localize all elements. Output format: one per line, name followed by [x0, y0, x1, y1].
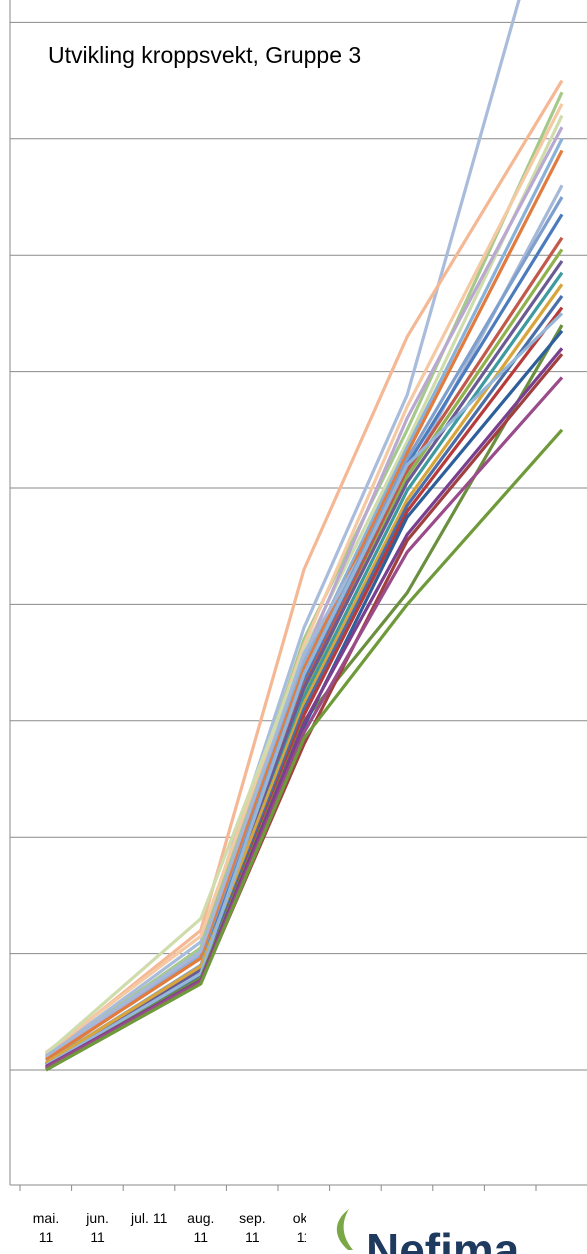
series-line-14 — [45, 260, 564, 1066]
logo-leaf — [336, 1209, 353, 1250]
series-line-19 — [45, 312, 564, 1067]
series-line-8 — [45, 149, 564, 1061]
series-line-16 — [45, 283, 564, 1065]
x-tick-label: 11 — [90, 1229, 105, 1245]
series-line-6 — [45, 126, 564, 1060]
series-line-4 — [45, 103, 564, 1054]
chart-title: Utvikling kroppsvekt, Gruppe 3 — [48, 42, 361, 68]
x-tick-label: jun. — [85, 1210, 109, 1226]
x-tick-label: sep. — [239, 1210, 265, 1226]
nefima-logo: Nefima — [306, 1206, 587, 1254]
grid — [10, 21, 587, 1071]
series-line-2 — [44, 79, 564, 1057]
axes — [9, 0, 587, 1191]
x-tick-label: 11 — [245, 1229, 260, 1245]
series-line-3 — [45, 91, 564, 1059]
series-line-25 — [45, 428, 564, 1072]
x-tick-label: mai. — [33, 1210, 59, 1226]
series-line-1 — [45, 0, 521, 1058]
series-line-9 — [45, 184, 564, 1058]
logo-wordmark: Nefima — [366, 1224, 520, 1254]
x-tick-label: 11 — [39, 1229, 54, 1245]
logo-backdrop — [306, 1206, 587, 1254]
series-line-24 — [45, 376, 564, 1070]
x-tick-label: 11 — [194, 1229, 209, 1245]
x-tick-label: aug. — [187, 1210, 214, 1226]
series-lines — [44, 0, 564, 1072]
x-tick-label: jul. 11 — [130, 1210, 168, 1226]
